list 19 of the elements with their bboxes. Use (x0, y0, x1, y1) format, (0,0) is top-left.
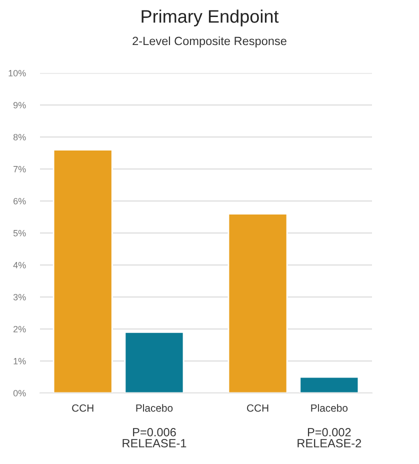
text: P=0.002 RELEASE-2 (298, 428, 362, 448)
y-tick-label: 6% (14, 198, 26, 204)
chart-title: Primary Endpoint (142, 10, 279, 26)
y-tick-label: 0% (13, 390, 26, 396)
y-tick-label: 7% (14, 166, 26, 172)
y-tick-label: 4% (13, 262, 26, 268)
text: P=0.006 RELEASE-1 (122, 428, 186, 448)
y-tick-label: 3% (13, 294, 26, 300)
y-tick-label: 9% (13, 102, 26, 108)
y-tick-label: 8% (13, 134, 26, 140)
x-tick-label: Placebo (136, 404, 173, 412)
x-tick-label: CCH (247, 404, 268, 412)
y-tick-label: 2% (14, 326, 26, 332)
y-tick-label: 1% (14, 358, 26, 364)
x-tick-label: Placebo (311, 404, 348, 412)
y-tick-label: 10% (8, 70, 26, 76)
y-tick-label: 5% (13, 230, 26, 236)
x-tick-label: CCH (72, 404, 94, 412)
chart-subtitle: 2-Level Composite Response (132, 36, 286, 48)
